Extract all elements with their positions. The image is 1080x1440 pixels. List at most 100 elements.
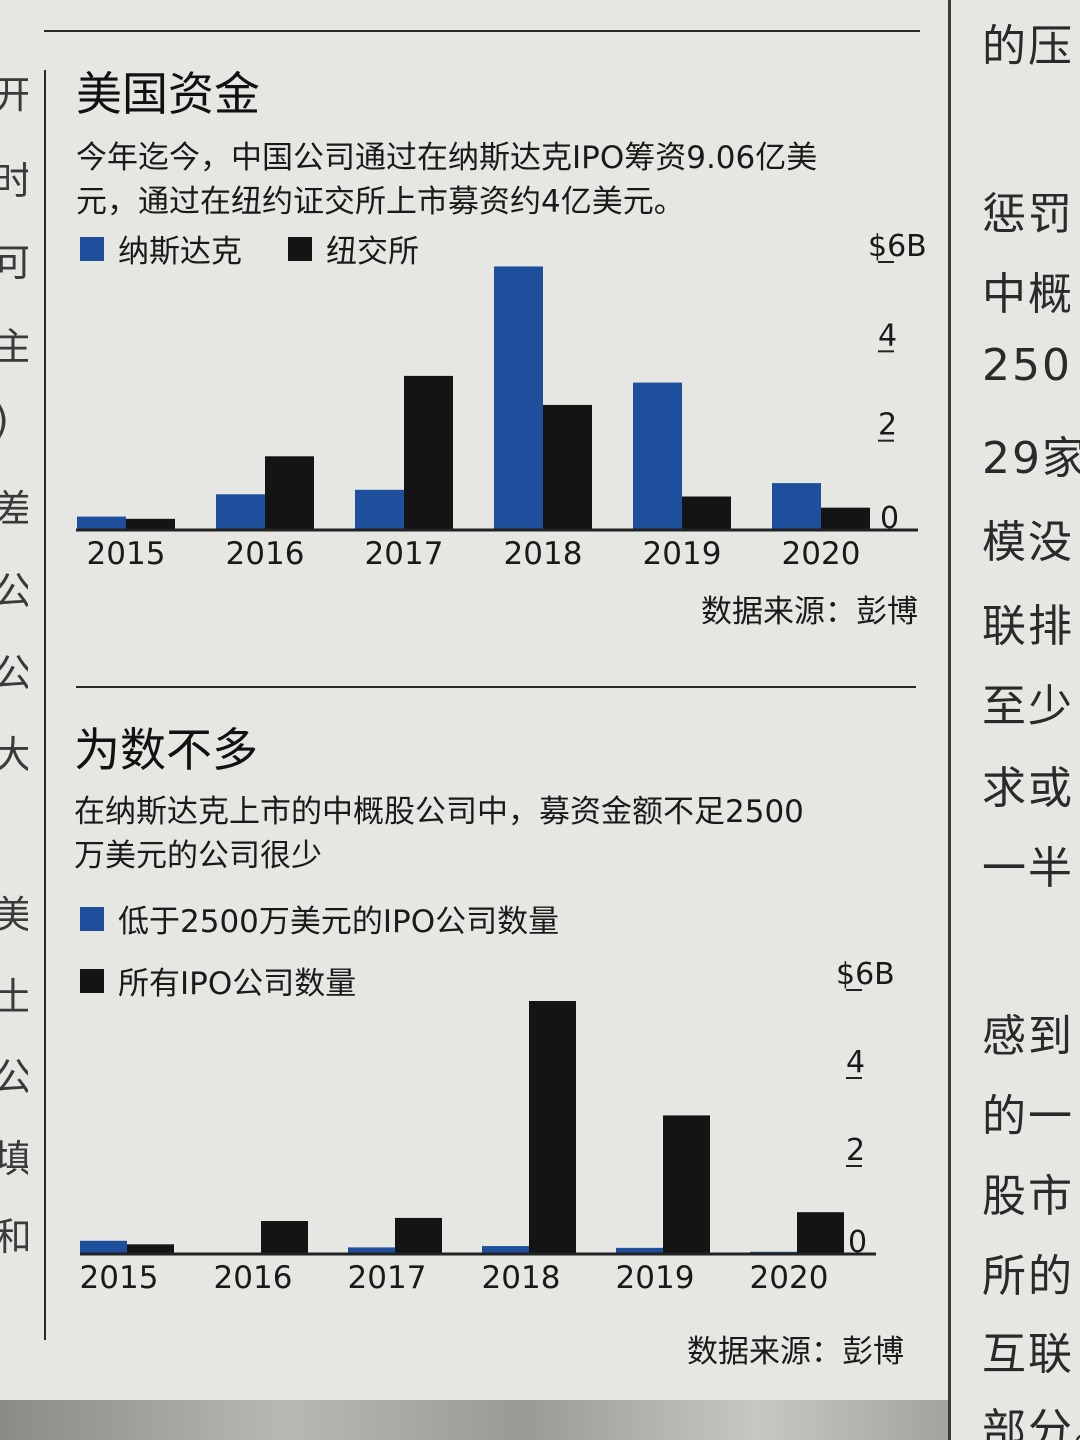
y-tick-label: 0 bbox=[880, 501, 899, 536]
bar-2016-black bbox=[265, 456, 314, 530]
bar-2019-blue bbox=[633, 382, 682, 530]
blue-swatch-icon bbox=[80, 236, 104, 261]
chart2-subtitle: 在纳斯达克上市的中概股公司中，募资金额不足2500 万美元的公司很少 bbox=[74, 790, 934, 878]
right-fragment: 中概 bbox=[982, 269, 1074, 320]
left-fragment: 主 bbox=[0, 325, 28, 369]
x-tick-label: 2018 bbox=[482, 1260, 561, 1296]
chart1-legend-nasdaq: 纳斯达克 bbox=[80, 226, 242, 271]
blue-swatch-icon bbox=[80, 906, 104, 931]
chart2-source: 数据来源：彭博 bbox=[687, 1334, 904, 1370]
bar-2018-black bbox=[529, 1001, 576, 1254]
right-article-column: 的压 惩罚 中概 250 29家 模没 联排 至少 求或 一半 感到 的一 股市… bbox=[962, 0, 1080, 1440]
right-fragment: 互联 bbox=[982, 1329, 1074, 1380]
bar-2015-blue bbox=[77, 516, 126, 530]
chart1-legend-nyse: 纽交所 bbox=[288, 226, 419, 271]
bar-2020-black bbox=[821, 507, 870, 530]
x-tick-label: 2015 bbox=[87, 536, 166, 572]
left-fragment: 时 bbox=[0, 159, 28, 203]
x-tick-label: 2018 bbox=[504, 536, 583, 572]
y-tick-label: 4 bbox=[878, 318, 897, 353]
left-fragment: 填 bbox=[0, 1137, 28, 1181]
top-rule bbox=[44, 30, 920, 32]
chart2-subtitle-line: 万美元的公司很少 bbox=[74, 838, 322, 874]
left-fragment: 差 bbox=[0, 487, 28, 531]
x-tick-label: 2019 bbox=[616, 1260, 695, 1296]
bar-2019-black bbox=[663, 1115, 710, 1254]
left-fragment: 和 bbox=[0, 1215, 28, 1259]
x-tick-label: 2020 bbox=[782, 536, 861, 572]
x-tick-label: 2016 bbox=[226, 536, 305, 572]
black-swatch-icon bbox=[80, 968, 104, 993]
bar-2020-blue bbox=[772, 483, 821, 530]
y-tick-label: 2 bbox=[846, 1133, 865, 1168]
black-swatch-icon bbox=[288, 236, 312, 261]
chart1-title: 美国资金 bbox=[76, 67, 260, 121]
photo-strip bbox=[0, 1400, 948, 1440]
chart2-legend-small-ipo: 低于2500万美元的IPO公司数量 bbox=[80, 896, 559, 941]
bar-2020-black bbox=[797, 1212, 844, 1254]
left-fragment: 公 bbox=[0, 1055, 28, 1099]
bar-2016-black bbox=[261, 1221, 308, 1254]
legend-label: 纳斯达克 bbox=[118, 234, 242, 270]
chart2-subtitle-line: 在纳斯达克上市的中概股公司中，募资金额不足2500 bbox=[74, 794, 804, 830]
chart1-subtitle: 今年迄今，中国公司通过在纳斯达克IPO筹资9.06亿美 元，通过在纽约证交所上市… bbox=[76, 136, 936, 224]
bar-2015-black bbox=[127, 1244, 174, 1254]
right-fragment: 股市 bbox=[982, 1171, 1074, 1222]
right-fragment: 感到 bbox=[982, 1011, 1074, 1062]
left-fragment: 公 bbox=[0, 569, 28, 613]
left-fragment: 可 bbox=[0, 241, 28, 285]
right-fragment: 的一 bbox=[982, 1091, 1074, 1142]
bar-2018-blue bbox=[494, 266, 543, 530]
right-fragment: 联排 bbox=[982, 601, 1074, 652]
bar-2019-black bbox=[682, 496, 731, 530]
chart2-legend-all-ipo: 所有IPO公司数量 bbox=[80, 958, 356, 1003]
chart1-source: 数据来源：彭博 bbox=[701, 594, 918, 630]
right-fragment: 29家 bbox=[982, 433, 1080, 484]
right-fragment: 所的 bbox=[982, 1251, 1074, 1302]
chart1-plot: 2015 2016 2017 2018 2019 2020 0 2 4 $6B bbox=[76, 229, 927, 572]
x-tick-label: 2019 bbox=[643, 536, 722, 572]
y-tick-label: 0 bbox=[848, 1225, 867, 1260]
bar-2017-blue bbox=[348, 1247, 395, 1254]
left-fragment: 土 bbox=[0, 975, 28, 1019]
bar-2017-blue bbox=[355, 489, 404, 530]
y-tick-label: 2 bbox=[878, 408, 897, 443]
left-fragment: ) bbox=[0, 398, 28, 442]
x-tick-label: 2020 bbox=[750, 1260, 829, 1296]
y-tick-label: $6B bbox=[868, 229, 927, 264]
x-tick-label: 2015 bbox=[80, 1260, 159, 1296]
chart2-title: 为数不多 bbox=[74, 723, 258, 777]
bar-2019-blue bbox=[616, 1247, 663, 1254]
chart1-subtitle-line: 元，通过在纽约证交所上市募资约4亿美元。 bbox=[76, 184, 685, 220]
section-divider bbox=[76, 686, 916, 688]
bar-2017-black bbox=[404, 375, 453, 530]
right-column-rule bbox=[948, 0, 951, 1440]
right-fragment: 250 bbox=[982, 340, 1072, 391]
bar-2017-black bbox=[395, 1217, 442, 1254]
x-tick-label: 2017 bbox=[365, 536, 444, 572]
right-fragment: 至少 bbox=[982, 681, 1074, 732]
bar-2016-blue bbox=[216, 494, 265, 530]
y-tick-label: $6B bbox=[836, 957, 895, 992]
legend-label: 纽交所 bbox=[326, 234, 419, 270]
x-tick-label: 2017 bbox=[348, 1260, 427, 1296]
legend-label: 所有IPO公司数量 bbox=[118, 966, 357, 1002]
right-fragment: 一半 bbox=[982, 843, 1074, 894]
right-fragment: 求或 bbox=[982, 763, 1074, 814]
bar-2015-blue bbox=[80, 1240, 127, 1254]
left-fragment: 美 bbox=[0, 893, 28, 937]
y-tick-label: 4 bbox=[846, 1045, 865, 1080]
left-fragment: 大 bbox=[0, 733, 28, 777]
bar-2015-black bbox=[126, 518, 175, 530]
right-fragment: 的压 bbox=[982, 21, 1074, 72]
right-fragment: 模没 bbox=[982, 517, 1074, 568]
left-fragment: 开 bbox=[0, 73, 28, 117]
bar-2018-blue bbox=[482, 1246, 529, 1254]
left-fragment: 公 bbox=[0, 651, 28, 695]
legend-label: 低于2500万美元的IPO公司数量 bbox=[118, 904, 560, 940]
left-column-rule bbox=[44, 70, 46, 1340]
x-tick-label: 2016 bbox=[214, 1260, 293, 1296]
chart1-subtitle-line: 今年迄今，中国公司通过在纳斯达克IPO筹资9.06亿美 bbox=[76, 140, 818, 176]
right-fragment: 部分。 bbox=[982, 1405, 1080, 1440]
